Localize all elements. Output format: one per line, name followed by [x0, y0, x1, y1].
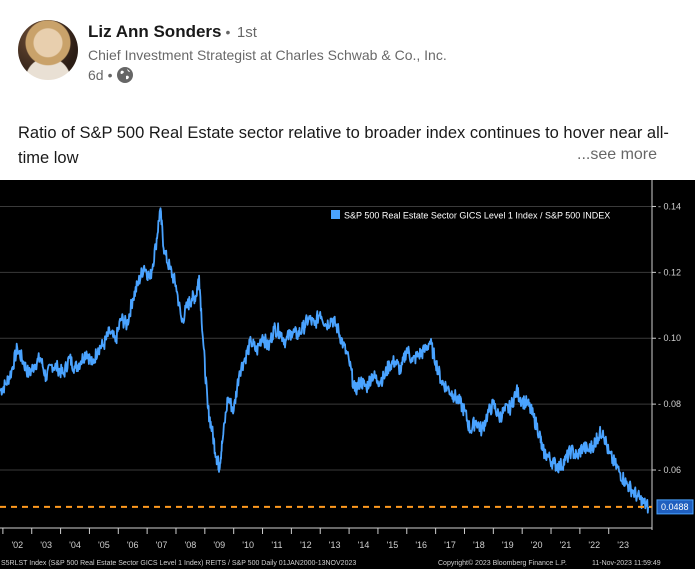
x-tick-label: '11: [271, 540, 282, 550]
legend: S&P 500 Real Estate Sector GICS Level 1 …: [331, 210, 610, 221]
y-tick-label: - 0.12: [658, 267, 681, 277]
chart-timestamp: 11-Nov-2023 11:59:49: [592, 560, 661, 567]
x-tick-label: '14: [358, 540, 370, 550]
x-tick-label: '16: [415, 540, 427, 550]
author-name[interactable]: Liz Ann Sonders: [88, 22, 222, 41]
last-value-label: 0.0488: [656, 499, 694, 515]
x-tick-label: '10: [242, 540, 254, 550]
globe-icon: [116, 66, 134, 84]
x-tick-label: '03: [40, 540, 52, 550]
connection-degree: 1st: [236, 24, 257, 41]
x-tick-label: '18: [473, 540, 485, 550]
x-tick-label: '09: [213, 540, 225, 550]
ratio-line-chart: '02 '03 '04 '05 '06 '07 '08 '09 '10 '11 '12 '13 '14 '…: [0, 180, 694, 567]
y-tick-label: - 0.06: [658, 465, 681, 475]
post-text: Ratio of S&P 500 Real Estate sector rela…: [18, 124, 669, 167]
separator-dot: •: [107, 67, 113, 83]
x-tick-label: '13: [329, 540, 341, 550]
x-tick-label: '08: [185, 540, 197, 550]
x-tick-label: '06: [127, 540, 139, 550]
x-tick-label: '21: [560, 540, 572, 550]
x-tick-label: '22: [588, 540, 600, 550]
x-tick-label: '19: [502, 540, 514, 550]
chart-image: '02 '03 '04 '05 '06 '07 '08 '09 '10 '11 '12 '13 '14 '…: [0, 180, 695, 569]
x-tick-label: '23: [617, 540, 629, 550]
y-tick-label: - 0.14: [658, 201, 681, 211]
legend-label: S&P 500 Real Estate Sector GICS Level 1 …: [344, 211, 610, 221]
x-tick-label: '05: [98, 540, 110, 550]
y-tick-label: - 0.08: [658, 399, 681, 409]
x-tick-label: '15: [386, 540, 398, 550]
last-value-text: 0.0488: [661, 502, 689, 512]
x-tick-label: '12: [300, 540, 312, 550]
post-meta: 6d •: [88, 66, 134, 84]
post-time: 6d: [88, 67, 104, 83]
x-tick-label: '04: [69, 540, 81, 550]
chart-copyright: Copyright© 2023 Bloomberg Finance L.P.: [438, 559, 567, 567]
see-more-button[interactable]: ...see more: [577, 146, 658, 163]
post-header: Liz Ann Sonders • 1st Chief Investment St…: [18, 18, 678, 84]
chart-footer: S5RLST Index (S&P 500 Real Estate Sector…: [1, 560, 356, 567]
x-tick-label: '02: [11, 540, 23, 550]
legend-swatch: [331, 210, 340, 219]
author-avatar[interactable]: [18, 20, 78, 80]
y-tick-label: - 0.10: [658, 333, 681, 343]
author-line: Liz Ann Sonders • 1st: [88, 22, 257, 42]
x-tick-label: '07: [156, 540, 168, 550]
separator-dot: •: [225, 24, 231, 40]
series-line: [0, 207, 650, 514]
x-tick-label: '20: [531, 540, 543, 550]
author-headline: Chief Investment Strategist at Charles S…: [88, 47, 447, 63]
x-tick-label: '17: [444, 540, 456, 550]
